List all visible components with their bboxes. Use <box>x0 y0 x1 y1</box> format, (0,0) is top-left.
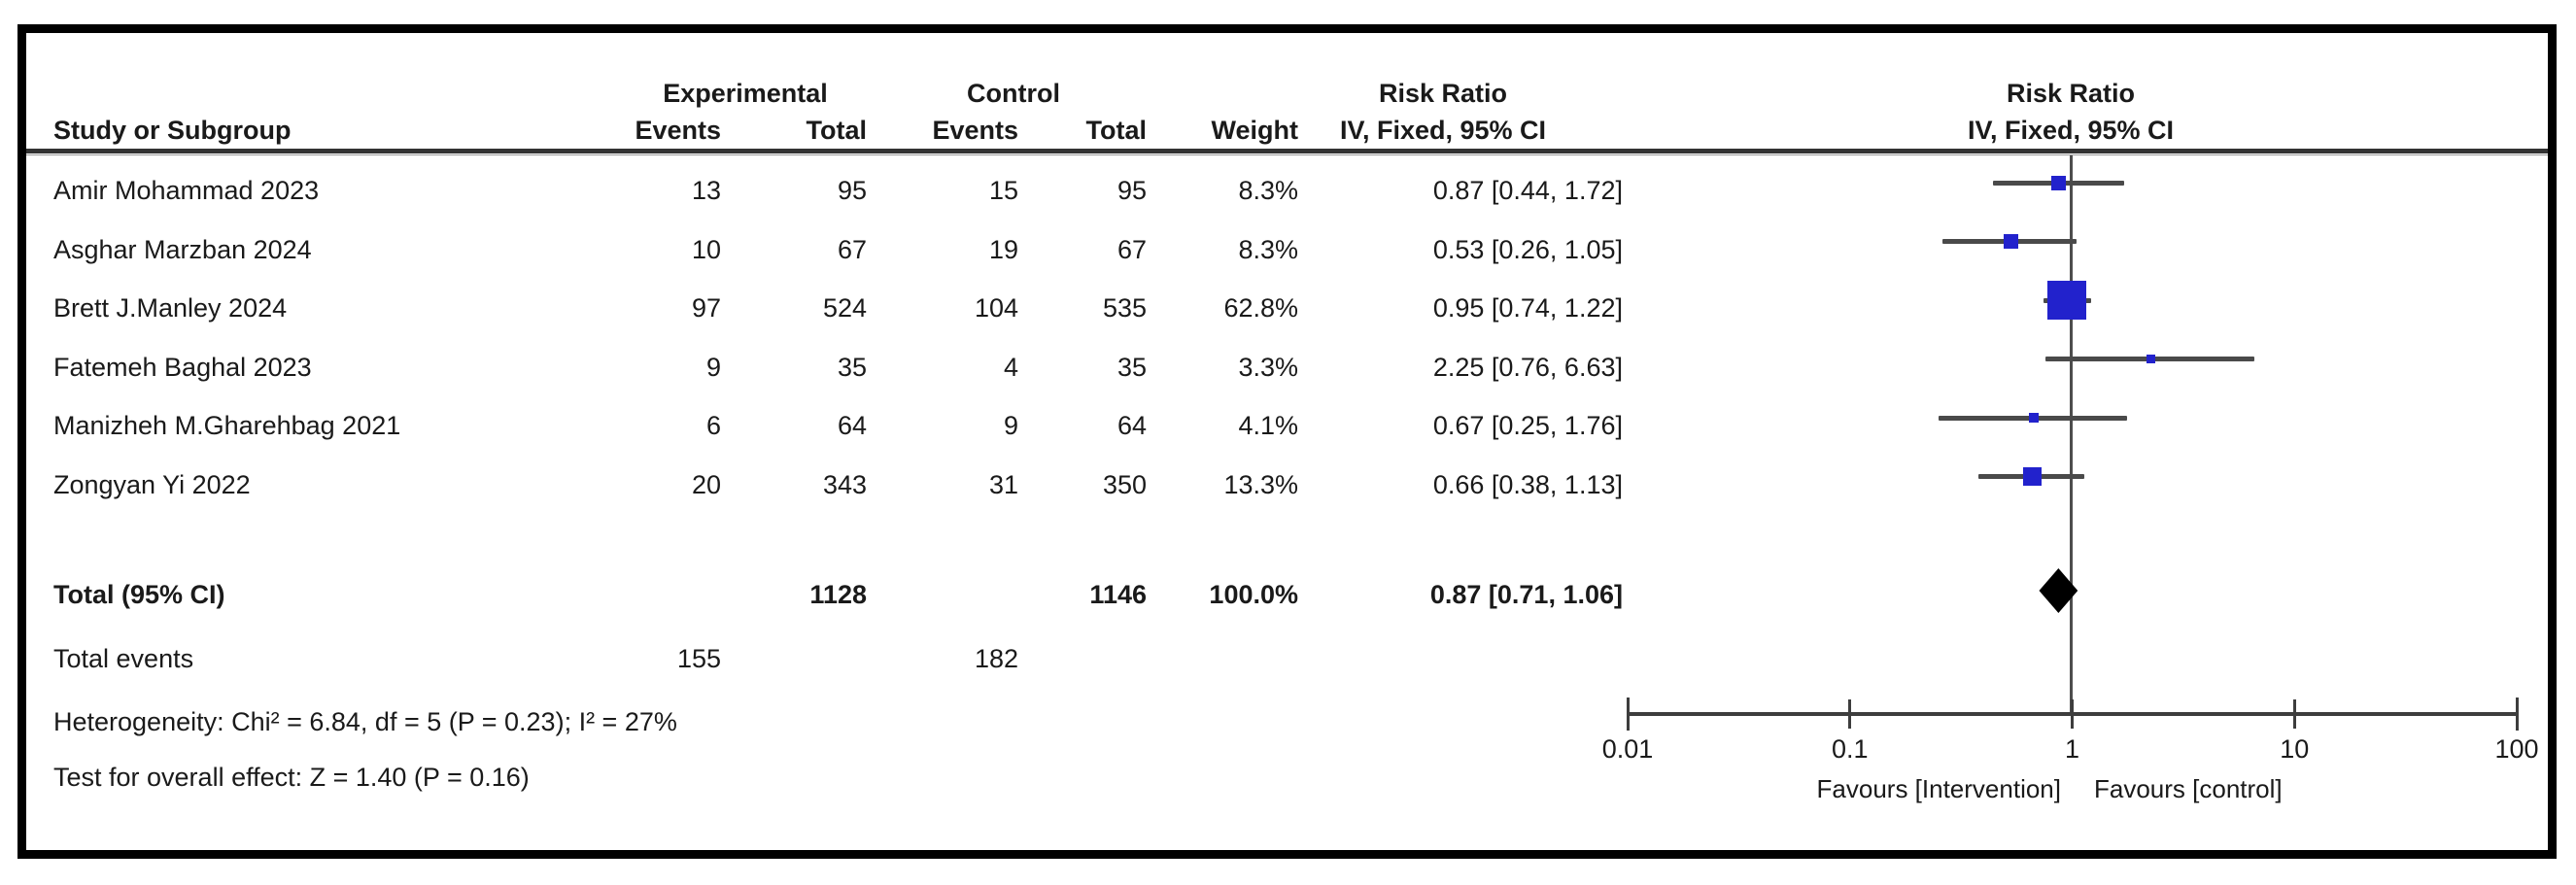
ci-estimate-text: 0.66 [0.38, 1.13] <box>1432 469 1623 499</box>
ci-estimate-text: 0.87 [0.44, 1.72] <box>1432 176 1623 205</box>
effect-square <box>2022 467 2042 486</box>
weight-value: 13.3% <box>1223 469 1298 499</box>
study-name: Asghar Marzban 2024 <box>53 234 312 264</box>
no-effect-line <box>2069 155 2073 714</box>
study-name: Fatemeh Baghal 2023 <box>53 352 312 382</box>
ctl-events-value: 15 <box>988 176 1018 205</box>
x-axis-tick-label: 100 <box>2494 734 2539 764</box>
x-axis-tick-label: 1 <box>2064 734 2080 764</box>
exp-events-value: 97 <box>691 293 721 323</box>
study-name: Amir Mohammad 2023 <box>53 176 320 205</box>
exp-total-value: 95 <box>837 176 867 205</box>
header-method-left: IV, Fixed, 95% CI <box>1339 116 1547 145</box>
header-ctl-events: Events <box>932 116 1018 145</box>
exp-total-value: 343 <box>822 469 867 499</box>
weight-value: 3.3% <box>1238 352 1298 382</box>
study-name: Manizheh M.Gharehbag 2021 <box>53 411 401 440</box>
header-exp-total: Total <box>806 116 868 145</box>
exp-events-value: 20 <box>691 469 721 499</box>
ctl-total-value: 350 <box>1102 469 1147 499</box>
ctl-total-value: 95 <box>1116 176 1147 205</box>
x-axis-tick <box>1626 698 1630 731</box>
ci-estimate-text: 2.25 [0.76, 6.63] <box>1432 352 1623 382</box>
weight-value: 62.8% <box>1223 293 1298 323</box>
weight-value: 8.3% <box>1238 234 1298 264</box>
total-events-label: Total events <box>53 644 194 673</box>
exp-events-value: 13 <box>691 176 721 205</box>
ci-estimate-text: 0.67 [0.25, 1.76] <box>1432 411 1623 440</box>
exp-events-value: 10 <box>691 234 721 264</box>
ci-estimate-text: 0.53 [0.26, 1.05] <box>1432 234 1623 264</box>
x-axis-tick <box>2515 698 2519 731</box>
exp-events-value: 6 <box>705 411 721 440</box>
exp-total-value: 67 <box>837 234 867 264</box>
header-exp-events: Events <box>635 116 721 145</box>
ctl-events-value: 19 <box>988 234 1018 264</box>
group-header-control: Control <box>967 79 1060 108</box>
header-separator-shadow <box>26 154 2548 155</box>
figure-frame: Experimental Control Risk Ratio Risk Rat… <box>17 24 2557 859</box>
favours-right-label: Favours [control] <box>2094 774 2283 803</box>
total-events-control: 182 <box>974 644 1018 673</box>
exp-total-value: 524 <box>822 293 867 323</box>
header-ctl-total: Total <box>1085 116 1148 145</box>
weight-value: 8.3% <box>1238 176 1298 205</box>
overall-effect-text: Test for overall effect: Z = 1.40 (P = 0… <box>53 763 530 792</box>
header-weight: Weight <box>1211 116 1299 145</box>
ctl-events-value: 31 <box>988 469 1018 499</box>
exp-total-value: 64 <box>837 411 867 440</box>
ctl-events-value: 104 <box>974 293 1018 323</box>
ctl-total-value: 64 <box>1116 411 1147 440</box>
x-axis-tick-label: 10 <box>2280 734 2310 764</box>
total-exp-total: 1128 <box>809 580 867 609</box>
exp-events-value: 9 <box>705 352 721 382</box>
favours-left-label: Favours [Intervention] <box>1816 774 2061 803</box>
exp-total-value: 35 <box>837 352 867 382</box>
weight-value: 4.1% <box>1238 411 1298 440</box>
effect-square <box>2003 234 2018 249</box>
x-axis-tick <box>1848 699 1852 729</box>
header-study: Study or Subgroup <box>53 116 292 145</box>
study-name: Brett J.Manley 2024 <box>53 293 288 323</box>
ctl-total-value: 67 <box>1116 234 1147 264</box>
x-axis-tick <box>2292 699 2296 729</box>
total-ci-estimate: 0.87 [0.71, 1.06] <box>1429 580 1623 609</box>
effect-square <box>2028 413 2039 423</box>
effect-square <box>2047 281 2087 320</box>
x-axis-tick-label: 0.1 <box>1831 734 1869 764</box>
total-events-experimental: 155 <box>676 644 721 673</box>
group-header-experimental: Experimental <box>663 79 828 108</box>
header-method-right: IV, Fixed, 95% CI <box>1967 116 2175 145</box>
header-risk-ratio-left: Risk Ratio <box>1378 79 1508 108</box>
total-row-label: Total (95% CI) <box>53 580 225 609</box>
heterogeneity-text: Heterogeneity: Chi² = 6.84, df = 5 (P = … <box>53 707 677 736</box>
ctl-events-value: 4 <box>1003 352 1018 382</box>
effect-square <box>2051 175 2067 190</box>
header-separator-line <box>26 149 2548 153</box>
ctl-events-value: 9 <box>1003 411 1018 440</box>
total-weight: 100.0% <box>1209 580 1298 609</box>
header-risk-ratio-right: Risk Ratio <box>2006 79 2136 108</box>
study-name: Zongyan Yi 2022 <box>53 469 251 499</box>
total-ctl-total: 1146 <box>1089 580 1147 609</box>
effect-square <box>2146 355 2155 363</box>
ci-estimate-text: 0.95 [0.74, 1.22] <box>1432 293 1623 323</box>
ctl-total-value: 535 <box>1102 293 1147 323</box>
x-axis-tick-label: 0.01 <box>1601 734 1654 764</box>
x-axis-tick <box>2071 699 2074 729</box>
ctl-total-value: 35 <box>1116 352 1147 382</box>
